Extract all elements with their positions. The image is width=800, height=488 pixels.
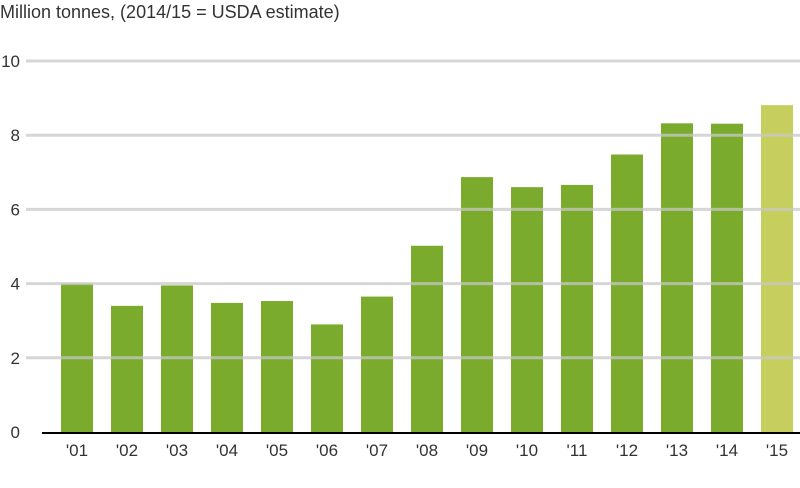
x-tick-label: '05 xyxy=(266,441,288,460)
x-tick-label: '03 xyxy=(166,441,188,460)
x-tick-label: '10 xyxy=(516,441,538,460)
x-tick-label: '13 xyxy=(666,441,688,460)
x-tick-label: '04 xyxy=(216,441,238,460)
x-tick-label: '01 xyxy=(66,441,88,460)
x-tick-label: '15 xyxy=(766,441,788,460)
bar xyxy=(611,154,643,432)
bar xyxy=(661,123,693,432)
x-tick-label: '09 xyxy=(466,441,488,460)
y-tick-label: 4 xyxy=(11,275,20,294)
x-tick-label: '07 xyxy=(366,441,388,460)
x-tick-label: '06 xyxy=(316,441,338,460)
y-tick-label: 8 xyxy=(11,126,20,145)
x-tick-label: '08 xyxy=(416,441,438,460)
bar xyxy=(711,123,743,432)
bar xyxy=(561,184,593,432)
bar xyxy=(311,324,343,432)
bar xyxy=(211,302,243,432)
bar xyxy=(411,245,443,432)
y-tick-label: 10 xyxy=(1,52,20,71)
bar xyxy=(261,301,293,432)
x-tick-label: '14 xyxy=(716,441,738,460)
x-tick-label: '02 xyxy=(116,441,138,460)
chart-title: Million tonnes, (2014/15 = USDA estimate… xyxy=(0,2,340,22)
bar xyxy=(461,177,493,432)
y-tick-label: 2 xyxy=(11,349,20,368)
bar xyxy=(111,305,143,432)
y-tick-label: 6 xyxy=(11,200,20,219)
x-tick-label: '11 xyxy=(567,441,588,460)
bar xyxy=(511,187,543,432)
bar xyxy=(361,296,393,432)
bar xyxy=(761,105,793,433)
y-tick-label: 0 xyxy=(11,423,20,442)
x-tick-label: '12 xyxy=(616,441,638,460)
